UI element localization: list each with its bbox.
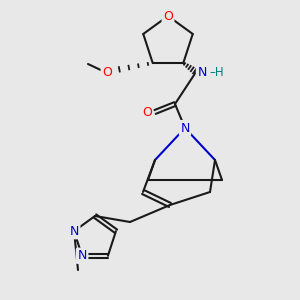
Text: O: O <box>163 10 173 22</box>
Text: N: N <box>180 122 190 134</box>
Text: N: N <box>77 249 87 262</box>
Text: N: N <box>69 225 79 238</box>
Text: O: O <box>102 65 112 79</box>
Text: N: N <box>69 225 79 238</box>
Text: O: O <box>142 106 152 118</box>
Text: N: N <box>77 249 87 262</box>
Text: N: N <box>197 65 207 79</box>
Text: –H: –H <box>209 65 224 79</box>
